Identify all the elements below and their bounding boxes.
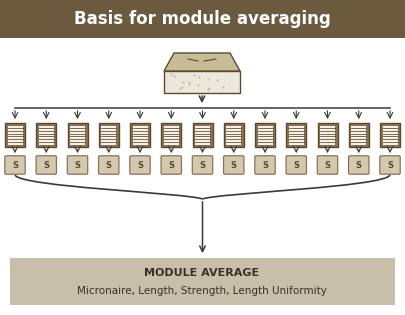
FancyBboxPatch shape — [255, 156, 275, 174]
FancyBboxPatch shape — [224, 156, 244, 174]
Bar — [161, 123, 181, 147]
FancyBboxPatch shape — [286, 156, 307, 174]
FancyBboxPatch shape — [380, 156, 400, 174]
Bar — [0, 0, 405, 38]
FancyBboxPatch shape — [98, 156, 119, 174]
Bar — [320, 125, 335, 145]
Text: S: S — [200, 161, 205, 169]
Bar — [70, 125, 85, 145]
Bar — [258, 125, 273, 145]
Bar — [224, 123, 244, 147]
Bar — [99, 123, 119, 147]
Bar — [195, 125, 210, 145]
FancyBboxPatch shape — [349, 156, 369, 174]
Bar — [255, 123, 275, 147]
FancyBboxPatch shape — [67, 156, 88, 174]
Text: S: S — [75, 161, 81, 169]
Bar — [130, 123, 150, 147]
FancyBboxPatch shape — [130, 156, 150, 174]
Text: S: S — [293, 161, 299, 169]
Text: S: S — [43, 161, 49, 169]
Text: S: S — [168, 161, 174, 169]
Bar — [380, 123, 400, 147]
Text: S: S — [137, 161, 143, 169]
Polygon shape — [164, 53, 240, 71]
Bar — [289, 125, 304, 145]
Text: S: S — [387, 161, 393, 169]
Bar — [318, 123, 337, 147]
Text: Micronaire, Length, Strength, Length Uniformity: Micronaire, Length, Strength, Length Uni… — [77, 286, 327, 296]
FancyBboxPatch shape — [317, 156, 338, 174]
Text: S: S — [262, 161, 268, 169]
Bar — [8, 125, 23, 145]
Bar — [101, 125, 116, 145]
FancyBboxPatch shape — [161, 156, 181, 174]
Text: Basis for module averaging: Basis for module averaging — [74, 10, 330, 28]
Bar — [349, 123, 369, 147]
Bar — [39, 125, 54, 145]
Bar — [192, 123, 213, 147]
Text: S: S — [106, 161, 112, 169]
Bar — [36, 123, 56, 147]
Text: S: S — [231, 161, 237, 169]
Bar — [164, 125, 179, 145]
Bar — [5, 123, 25, 147]
Bar — [226, 125, 241, 145]
Bar — [68, 123, 87, 147]
Bar — [132, 125, 147, 145]
FancyBboxPatch shape — [36, 156, 56, 174]
Text: S: S — [12, 161, 18, 169]
Bar — [382, 125, 397, 145]
FancyBboxPatch shape — [192, 156, 213, 174]
FancyBboxPatch shape — [5, 156, 25, 174]
Bar — [286, 123, 306, 147]
Bar — [10, 258, 395, 305]
Text: MODULE AVERAGE: MODULE AVERAGE — [145, 268, 260, 278]
Bar — [351, 125, 366, 145]
Text: S: S — [324, 161, 330, 169]
Polygon shape — [164, 71, 240, 93]
Text: S: S — [356, 161, 362, 169]
